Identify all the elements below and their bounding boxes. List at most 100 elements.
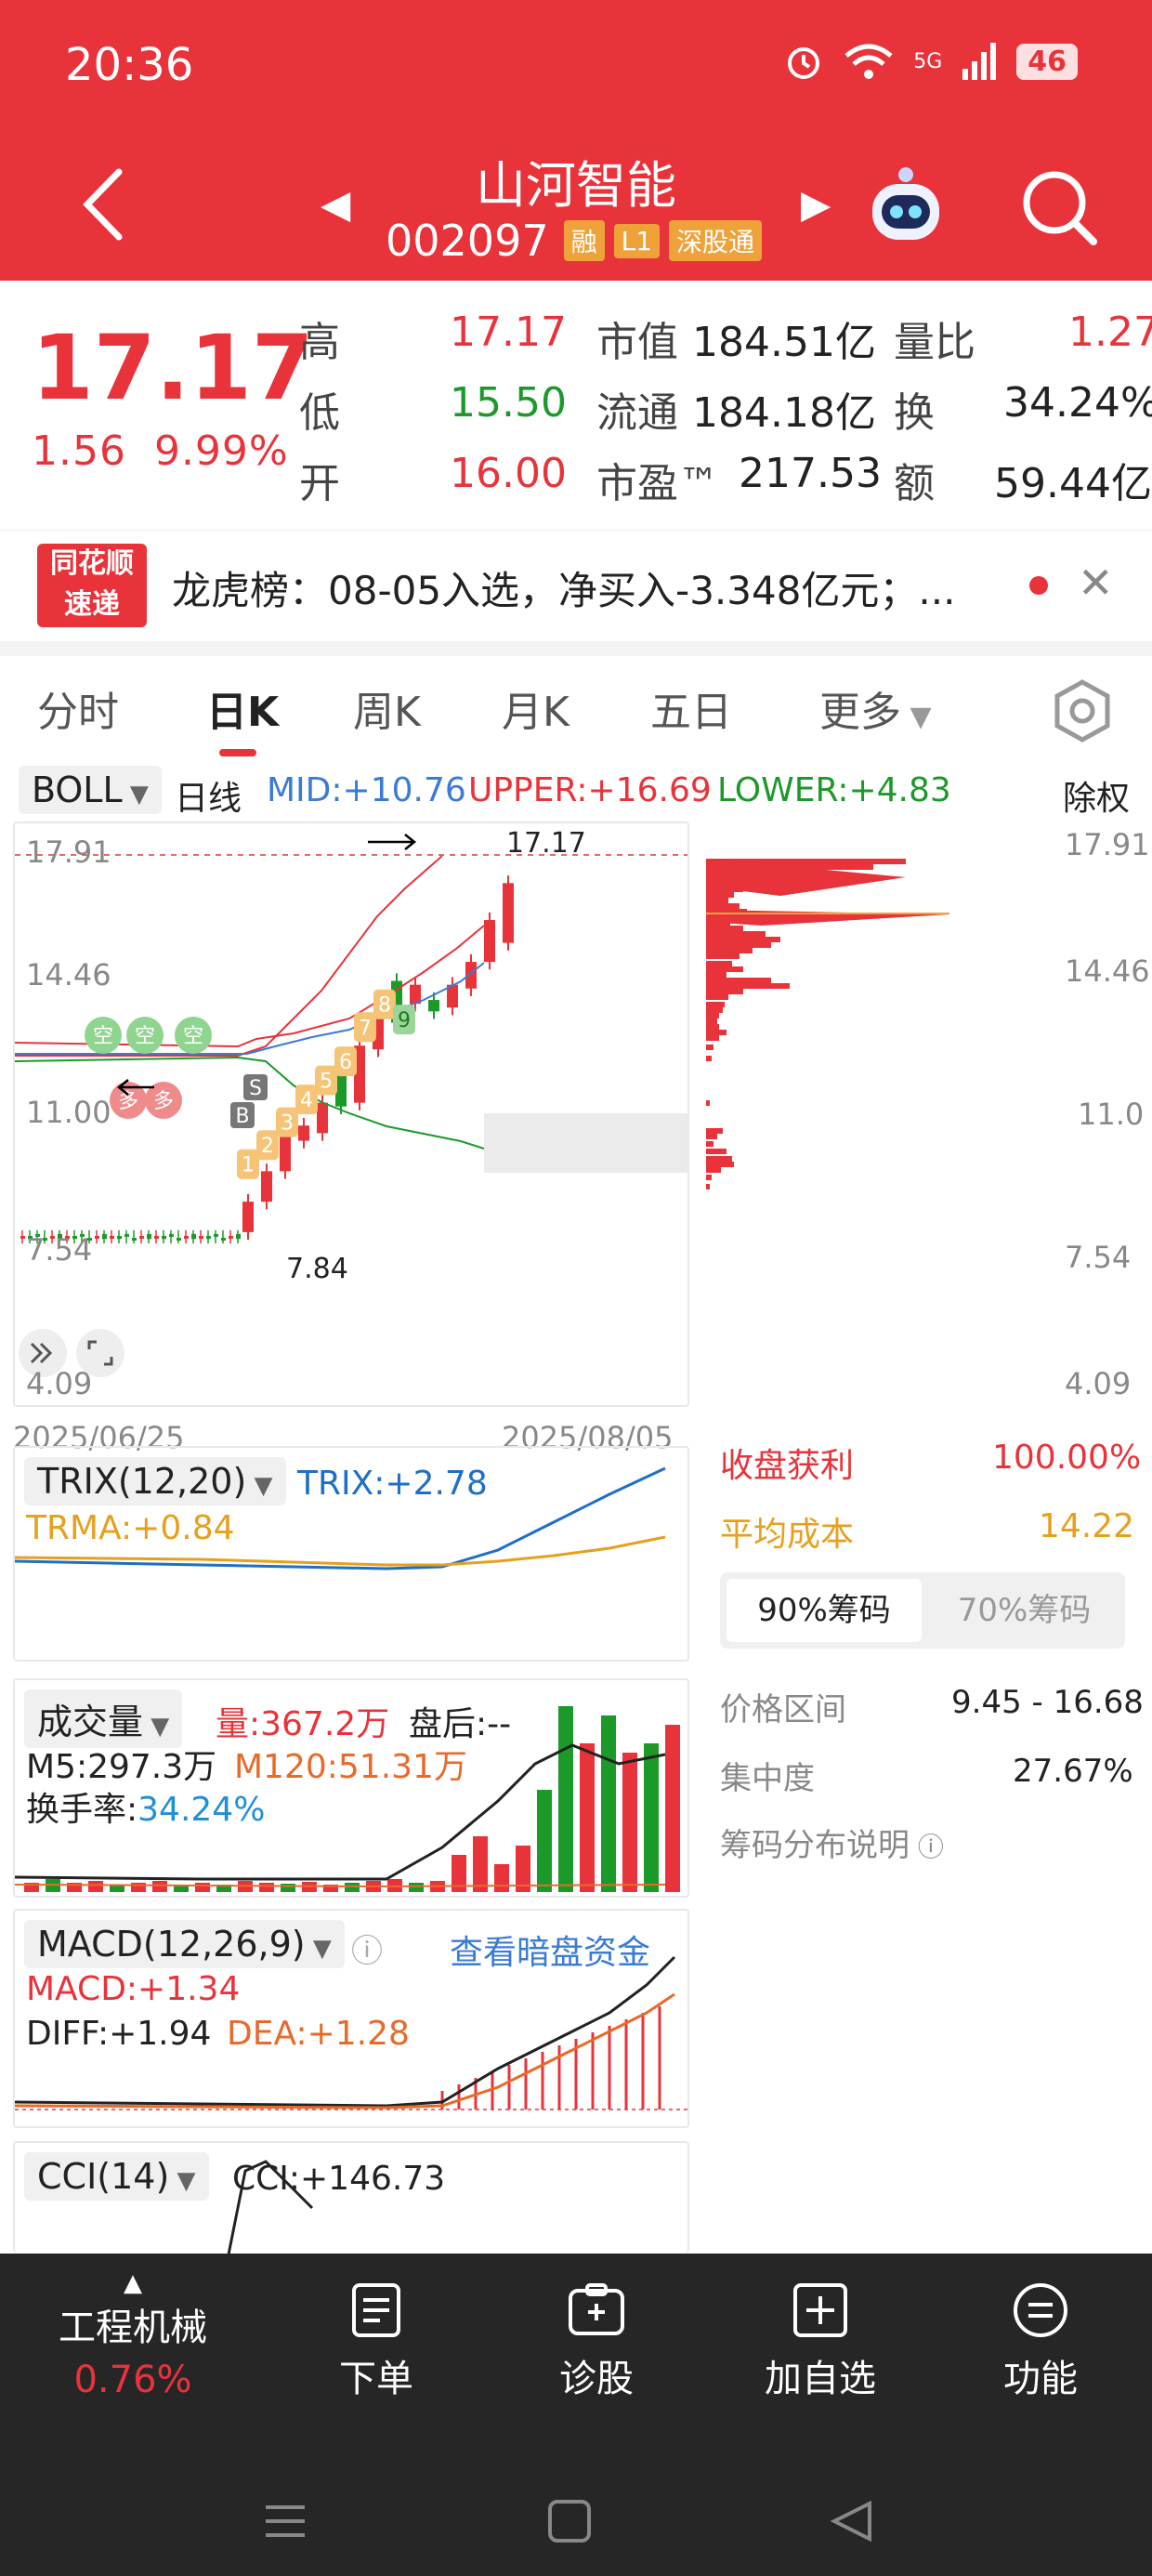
low-marker: 7.84 xyxy=(286,1253,348,1285)
indicator-selector[interactable]: BOLL ▼ xyxy=(19,766,162,814)
dea-value: DEA:+1.28 xyxy=(227,2015,410,2053)
right-tick-2: 14.46 xyxy=(1065,953,1150,989)
news-text[interactable]: 龙虎榜：08-05入选，净买入-3.348亿元；... xyxy=(172,568,956,613)
chip-bar xyxy=(706,983,790,989)
profit-value: 100.00% xyxy=(992,1439,1142,1477)
trix-selector[interactable]: TRIX(12,20) ▼ xyxy=(24,1457,286,1505)
high-label: 高 xyxy=(299,319,340,366)
document-icon xyxy=(352,2283,400,2337)
concentration-value: 27.67% xyxy=(1013,1753,1133,1790)
volume-bar xyxy=(516,1846,530,1892)
chip-bar xyxy=(706,903,740,909)
after-hours: 盘后:-- xyxy=(409,1705,512,1743)
menu-circle-icon xyxy=(1014,2283,1067,2337)
macd-panel[interactable] xyxy=(13,1909,689,2128)
date-start: 2025/06/25 xyxy=(13,1420,185,1455)
kline-chart[interactable]: 123456789空空空多 多BS xyxy=(14,823,687,1405)
tab-chip-90[interactable]: 90%筹码 xyxy=(727,1579,922,1642)
macd-name: MACD(12,26,9) xyxy=(37,1924,306,1965)
open-label: 开 xyxy=(299,460,340,507)
volume-bar xyxy=(345,1883,360,1892)
volume-bar xyxy=(259,1883,274,1892)
signal-badge-bg xyxy=(373,989,396,1019)
kline-candle xyxy=(261,1171,272,1203)
vol-ratio-label: 量比 xyxy=(894,319,975,366)
next-stock-button[interactable]: ▶ xyxy=(801,181,831,227)
question-icon: ⓘ xyxy=(910,1832,944,1862)
tab-weekly-k[interactable]: 周K xyxy=(353,689,421,736)
function-button[interactable]: 功能 xyxy=(985,2281,1096,2402)
vol-ratio-value: 1.27 xyxy=(1068,309,1152,356)
prev-stock-button[interactable]: ◀ xyxy=(321,181,351,227)
kline-candle xyxy=(87,1238,92,1242)
home-icon[interactable] xyxy=(546,2498,593,2544)
order-button[interactable]: 下单 xyxy=(321,2281,432,2402)
cci-selector[interactable]: CCI(14) ▼ xyxy=(24,2152,209,2201)
close-news-button[interactable]: ✕ xyxy=(1078,558,1114,608)
chip-bar xyxy=(706,1024,719,1030)
back-nav-icon[interactable] xyxy=(829,2498,875,2544)
range-value: 9.45 - 16.68 xyxy=(951,1684,1144,1721)
buy-marker-label: B xyxy=(235,1105,249,1128)
cci-panel[interactable] xyxy=(13,2141,689,2255)
add-watchlist-button[interactable]: 加自选 xyxy=(751,2281,890,2402)
back-button[interactable] xyxy=(74,163,130,246)
kline-candle xyxy=(43,1238,47,1242)
trix-panel[interactable] xyxy=(13,1446,689,1662)
low-label: 低 xyxy=(299,389,340,437)
date-end: 2025/08/05 xyxy=(502,1420,674,1455)
chip-bar xyxy=(706,887,743,892)
volume-bar xyxy=(88,1881,103,1892)
tab-five-day[interactable]: 五日 xyxy=(650,689,732,736)
volume-bar xyxy=(601,1715,616,1892)
settings-icon[interactable] xyxy=(1048,677,1117,745)
kline-candle xyxy=(169,1233,174,1237)
volume-selector[interactable]: 成交量 ▼ xyxy=(24,1689,183,1748)
news-logo-line2: 速递 xyxy=(64,588,120,621)
tab-daily-k[interactable]: 日K xyxy=(206,689,280,736)
help-icon[interactable]: ⓘ xyxy=(351,1933,383,1970)
kline-candle xyxy=(154,1235,159,1239)
sector-button[interactable]: ▲ 工程机械 0.76% xyxy=(54,2269,212,2401)
system-navigation-bar xyxy=(0,2416,1152,2576)
signal-badge-bg xyxy=(237,1149,259,1179)
tab-more[interactable]: 更多 ▼ xyxy=(819,678,932,738)
signal-badge-label: 4 xyxy=(300,1089,313,1112)
long-signal-label: 多 xyxy=(118,1090,138,1113)
diagnose-button[interactable]: 诊股 xyxy=(541,2281,652,2402)
volume-bar xyxy=(665,1725,680,1892)
signal-badge-bg xyxy=(256,1130,279,1161)
kline-candle xyxy=(132,1238,137,1242)
volume-bar xyxy=(323,1885,338,1892)
volume-panel[interactable] xyxy=(13,1678,689,1898)
stock-subtitle: 002097 融 L1 深股通 xyxy=(386,216,763,266)
macd-selector[interactable]: MACD(12,26,9) ▼ xyxy=(24,1920,345,1968)
signal-badge: 9 xyxy=(393,1005,415,1035)
stock-name: 山河智能 xyxy=(476,156,676,215)
chip-help-link[interactable]: 筹码分布说明 ⓘ xyxy=(720,1820,944,1865)
signal-badge-label: 8 xyxy=(378,994,391,1018)
recent-apps-icon[interactable] xyxy=(262,2498,308,2544)
tab-chip-70[interactable]: 70%筹码 xyxy=(957,1592,1092,1629)
kline-candle xyxy=(28,1235,33,1240)
kline-candle xyxy=(206,1235,211,1240)
price-trend-line xyxy=(15,855,443,1057)
kline-candle xyxy=(35,1233,40,1237)
chip-bar xyxy=(706,953,740,959)
unread-dot xyxy=(1029,576,1048,595)
news-ticker[interactable] xyxy=(0,530,1152,641)
dark-pool-link[interactable]: 查看暗盘资金 xyxy=(450,1934,651,1972)
long-signal-bubble xyxy=(110,1082,147,1119)
adjust-toggle[interactable]: 除权 xyxy=(1063,780,1131,818)
tab-intraday[interactable]: 分时 xyxy=(37,689,119,736)
robot-assistant-icon[interactable] xyxy=(859,158,952,251)
tab-monthly-k[interactable]: 月K xyxy=(502,689,569,736)
chip-bar xyxy=(706,1035,719,1041)
concentration-label: 集中度 xyxy=(720,1760,815,1797)
volume-value: 量:367.2万 xyxy=(216,1705,390,1743)
search-icon[interactable] xyxy=(1017,165,1101,249)
tab-more-label: 更多 xyxy=(819,689,901,736)
change-value: 1.56 xyxy=(32,427,126,475)
signal-badge-bg xyxy=(276,1107,298,1137)
